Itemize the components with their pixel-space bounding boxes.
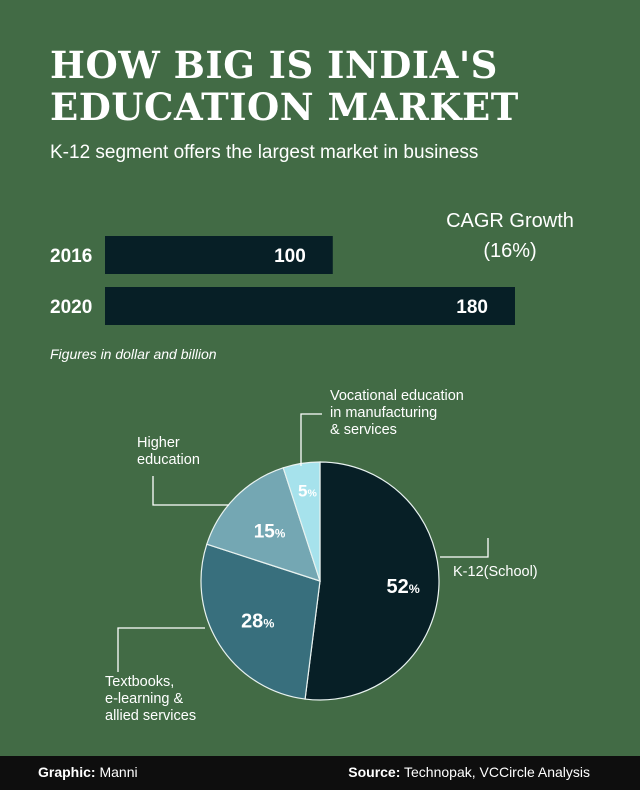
leader-higher (152, 476, 229, 506)
pie-slice-2 (206, 467, 321, 582)
leader-vocational (300, 413, 322, 466)
bar-value-label-2016: 100 (274, 246, 306, 267)
footer: Graphic: Manni Source: Technopak, VCCirc… (0, 756, 640, 790)
cagr-title: CAGR Growth (446, 210, 574, 232)
bar-value-label-2020: 180 (456, 297, 488, 318)
source-credit: Source: Technopak, VCCircle Analysis (348, 764, 590, 780)
leader-textbooks (117, 627, 205, 672)
graphic-credit: Graphic: Manni (38, 764, 138, 780)
category-label-vocational: Vocational education in manufacturing & se… (330, 388, 464, 438)
bar-category-label-2016: 2016 (50, 246, 92, 267)
pie-value-label-2: 15% (254, 522, 286, 543)
pie-slice-1 (200, 543, 321, 700)
bar-2016 (105, 236, 333, 274)
page-subtitle: K-12 segment offers the largest market i… (50, 142, 479, 163)
cagr-value: (16%) (483, 240, 537, 262)
category-label-higher-education: Higher education (137, 435, 200, 468)
graphic-credit-label: Graphic: (38, 764, 96, 780)
pie-slice-0 (304, 461, 440, 701)
category-label-textbooks: Textbooks, e-learning & allied services (105, 674, 196, 724)
source-credit-value: Technopak, VCCircle Analysis (404, 764, 590, 780)
bar-2020 (105, 287, 515, 325)
category-label-k12: K-12(School) (453, 564, 538, 580)
pie-value-label-3: 5% (298, 481, 317, 500)
pie-value-label-0: 52% (386, 576, 419, 598)
page-title: HOW BIG IS INDIA'S EDUCATION MARKET (50, 43, 519, 129)
graphic-credit-value: Manni (99, 764, 138, 780)
leader-k12 (440, 538, 489, 558)
source-credit-label: Source: (348, 764, 401, 780)
bar-category-label-2020: 2020 (50, 297, 92, 318)
pie-value-label-1: 28% (241, 611, 274, 633)
chart-canvas: 2016 100 2020 180 52% 28% 15% 5% K-12(School) Hig… (50, 236, 538, 724)
figures-note: Figures in dollar and billion (50, 346, 217, 362)
cagr-label: CAGR Growth (16%) (410, 206, 610, 266)
